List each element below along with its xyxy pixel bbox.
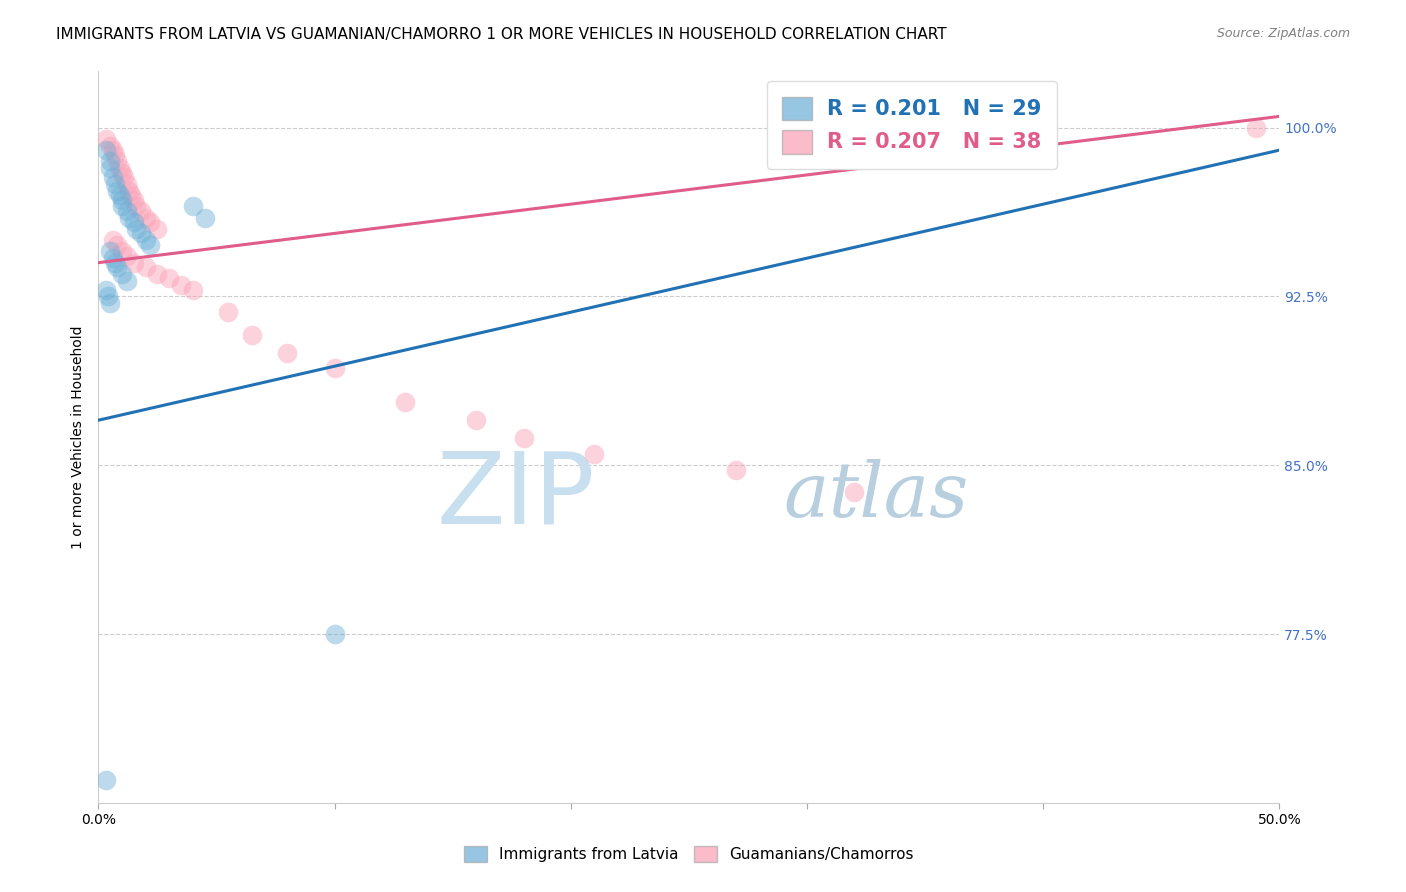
Point (94, 143, 117, 157)
Point (98, 244, 121, 259)
Point (101, 143, 124, 157)
Point (323, 627, 346, 641)
Point (129, 227, 152, 241)
Point (108, 161, 131, 175)
Point (94, 283, 117, 297)
Point (104, 147, 127, 161)
Legend: Immigrants from Latvia, Guamanians/Chamorros: Immigrants from Latvia, Guamanians/Chamo… (458, 840, 920, 868)
Point (111, 244, 134, 259)
Point (135, 260, 157, 275)
Point (125, 199, 148, 213)
Text: atlas: atlas (783, 458, 969, 533)
Point (105, 184, 128, 198)
Point (105, 260, 128, 275)
Point (170, 278, 193, 293)
Point (111, 267, 134, 281)
Text: ZIP: ZIP (436, 447, 595, 544)
Point (157, 271, 180, 285)
Point (112, 170, 135, 185)
Point (94, 132, 117, 146)
Point (97, 289, 120, 303)
Point (111, 193, 134, 207)
Point (146, 267, 169, 281)
Point (276, 345, 298, 359)
Point (104, 177, 127, 191)
Point (129, 203, 152, 218)
Point (394, 395, 416, 409)
Point (583, 447, 606, 461)
Point (135, 211, 157, 225)
Point (181, 283, 204, 297)
Point (725, 463, 748, 477)
Point (1244, 120, 1267, 135)
Point (98, 161, 121, 175)
Point (125, 222, 148, 236)
Point (98, 296, 121, 310)
Point (181, 199, 204, 213)
Point (94, 773, 117, 788)
Point (98, 138, 121, 153)
Point (101, 251, 124, 265)
Point (111, 166, 134, 180)
Point (139, 215, 162, 229)
Point (115, 249, 138, 263)
Point (101, 170, 124, 185)
Point (139, 237, 162, 252)
Point (512, 431, 534, 445)
Point (194, 211, 217, 225)
Point (105, 237, 128, 252)
Point (844, 485, 866, 500)
Y-axis label: 1 or more Vehicles in Household: 1 or more Vehicles in Household (70, 326, 84, 549)
Point (217, 305, 239, 319)
Point (118, 211, 141, 225)
Point (104, 255, 127, 269)
Point (98, 154, 121, 169)
Point (240, 327, 263, 342)
Point (115, 203, 138, 218)
Point (115, 177, 138, 191)
Point (122, 215, 145, 229)
Point (135, 233, 157, 247)
Point (122, 255, 145, 269)
Point (121, 188, 143, 202)
Point (111, 199, 134, 213)
Point (105, 154, 128, 169)
Text: IMMIGRANTS FROM LATVIA VS GUAMANIAN/CHAMORRO 1 OR MORE VEHICLES IN HOUSEHOLD COR: IMMIGRANTS FROM LATVIA VS GUAMANIAN/CHAM… (56, 27, 946, 42)
Point (115, 274, 138, 288)
Text: Source: ZipAtlas.com: Source: ZipAtlas.com (1216, 27, 1350, 40)
Point (146, 222, 169, 236)
Point (118, 184, 141, 198)
Point (323, 361, 346, 376)
Point (108, 188, 131, 202)
Point (465, 413, 488, 427)
Point (122, 193, 145, 207)
Point (101, 233, 124, 247)
